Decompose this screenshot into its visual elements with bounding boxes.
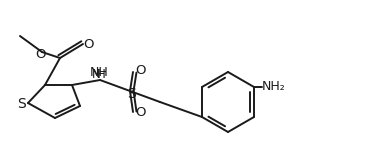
Text: O: O [35,48,45,60]
Text: O: O [135,65,145,78]
Text: NH₂: NH₂ [262,81,286,94]
Text: O: O [84,38,94,51]
Text: N: N [92,68,100,81]
Text: NH: NH [89,67,108,79]
Text: S: S [127,87,135,101]
Text: H: H [97,68,105,81]
Text: S: S [17,97,25,111]
Text: O: O [135,106,145,119]
